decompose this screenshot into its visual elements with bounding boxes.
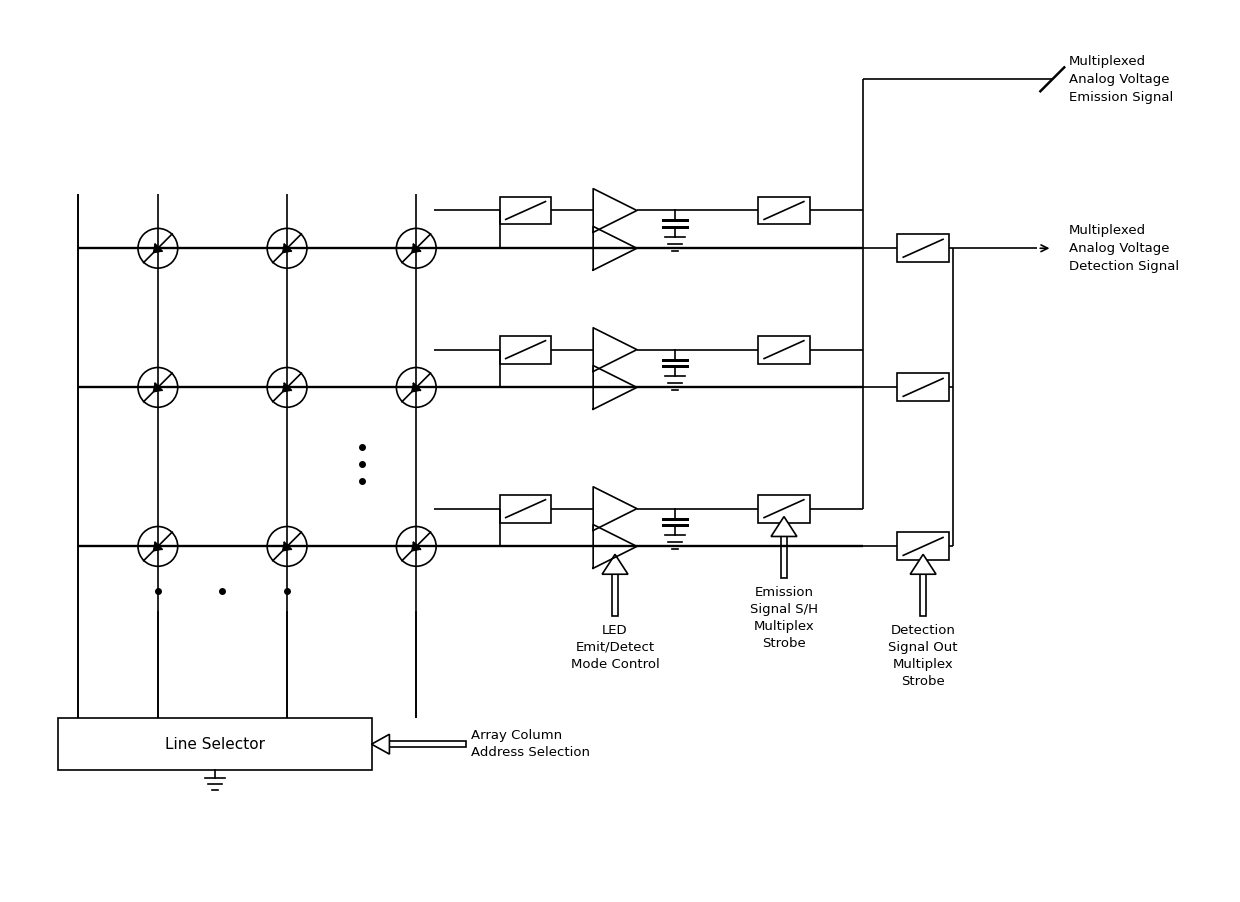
Polygon shape (910, 555, 936, 575)
Text: Array Column
Address Selection: Array Column Address Selection (471, 729, 590, 759)
Bar (58, 718, 372, 770)
Text: LED
Emit/Detect
Mode Control: LED Emit/Detect Mode Control (570, 624, 660, 671)
Bar (758, 494, 810, 522)
Polygon shape (412, 542, 420, 551)
Bar (898, 532, 949, 560)
Polygon shape (154, 542, 162, 551)
Polygon shape (283, 244, 291, 253)
Polygon shape (154, 383, 162, 391)
Polygon shape (372, 734, 389, 754)
Text: Multiplexed
Analog Voltage
Detection Signal: Multiplexed Analog Voltage Detection Sig… (1069, 224, 1179, 272)
Bar (389, 741, 466, 748)
Bar (611, 575, 619, 616)
Polygon shape (412, 244, 420, 253)
Bar (500, 336, 552, 364)
Bar (758, 336, 810, 364)
Bar (898, 235, 949, 262)
Text: Emission
Signal S/H
Multiplex
Strobe: Emission Signal S/H Multiplex Strobe (750, 586, 818, 650)
Text: Multiplexed
Analog Voltage
Emission Signal: Multiplexed Analog Voltage Emission Sign… (1069, 55, 1173, 104)
Bar (920, 575, 926, 616)
Bar (758, 197, 810, 225)
Bar (781, 537, 787, 578)
Text: Line Selector: Line Selector (165, 737, 265, 751)
Bar (898, 373, 949, 401)
Polygon shape (154, 244, 162, 253)
Bar (500, 494, 552, 522)
Polygon shape (283, 542, 291, 551)
Polygon shape (771, 517, 797, 537)
Polygon shape (283, 383, 291, 391)
Text: Detection
Signal Out
Multiplex
Strobe: Detection Signal Out Multiplex Strobe (888, 624, 957, 688)
Bar (500, 197, 552, 225)
Polygon shape (603, 555, 627, 575)
Polygon shape (412, 383, 420, 391)
